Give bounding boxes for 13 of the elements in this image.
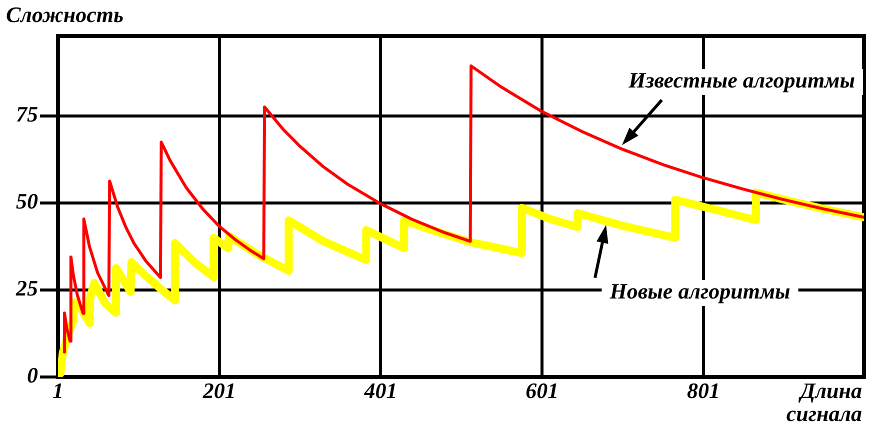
y-tick-label: 75 bbox=[16, 102, 38, 127]
y-tick-label: 50 bbox=[16, 188, 38, 214]
y-tick-label: 25 bbox=[15, 276, 38, 301]
x-axis-title: Длина сигнала bbox=[786, 378, 862, 426]
y-axis-title: Сложность bbox=[6, 2, 124, 27]
x-tick-label: 1 bbox=[52, 378, 64, 403]
x-tick-label: 601 bbox=[526, 378, 559, 403]
x-tick-label: 401 bbox=[363, 378, 398, 403]
x-tick-label: 201 bbox=[202, 378, 236, 403]
y-tick-label: 0 bbox=[27, 362, 38, 388]
text: Новые алгоритмы bbox=[608, 278, 790, 304]
text: Известные алгоритмы bbox=[628, 68, 855, 93]
x-tick-label: 801 bbox=[686, 378, 720, 403]
